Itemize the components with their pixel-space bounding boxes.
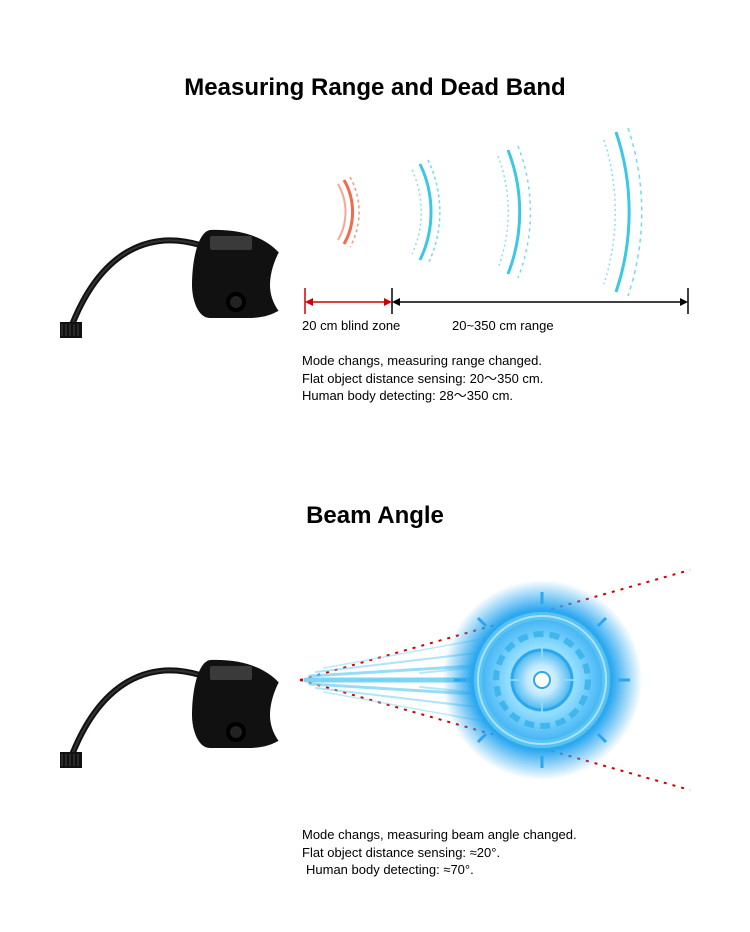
blind-zone-label: 20 cm blind zone (302, 318, 400, 333)
dimension-line (0, 282, 750, 322)
desc-line: Human body detecting: 28～350 cm. (302, 387, 543, 405)
title-measuring-range: Measuring Range and Dead Band (0, 74, 750, 102)
desc-line: Mode changs, measuring beam angle change… (302, 826, 577, 844)
desc-line: Human body detecting: ≈70°. (306, 861, 577, 879)
title-beam-angle: Beam Angle (0, 502, 750, 530)
range-description: Mode changs, measuring range changed. Fl… (302, 352, 543, 405)
beam-diagram (0, 540, 750, 830)
range-label: 20~350 cm range (452, 318, 554, 333)
desc-line: Flat object distance sensing: 20～350 cm. (302, 370, 543, 388)
desc-line: Mode changs, measuring range changed. (302, 352, 543, 370)
sensor-device-1 (60, 190, 310, 370)
beam-description: Mode changs, measuring beam angle change… (302, 826, 577, 879)
desc-line: Flat object distance sensing: ≈20°. (302, 844, 577, 862)
